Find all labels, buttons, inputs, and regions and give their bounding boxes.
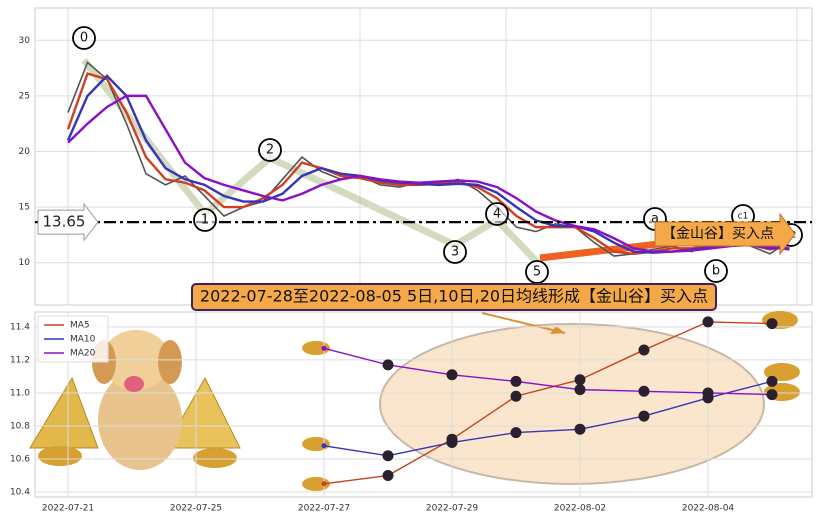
x-tick-label: 2022-08-04 [682,504,735,514]
point [321,443,327,449]
pivot-label: a [651,212,659,227]
pivot-label: 5 [533,265,541,280]
support-tag [37,202,99,242]
point [574,374,586,386]
point [510,375,522,387]
pivot-label: 0 [80,31,88,46]
y-tick-label: 30 [19,36,31,46]
highlight-ellipse [379,323,765,485]
banner-box [191,283,717,311]
series-line [323,380,773,457]
point [510,390,522,402]
pivot-circle [193,208,217,232]
pivot-label: 2 [266,143,274,158]
pivot-label: 3 [451,245,459,260]
point [382,470,394,482]
y-tick-label: 11.4 [10,322,30,332]
y-tick-label: 11.0 [10,388,30,398]
point [321,481,327,487]
point [574,423,586,435]
point [766,318,778,330]
top-panel [34,7,813,306]
y-tick-label: 10 [19,258,31,268]
y-tick-label: 10.4 [10,488,30,498]
pivot-circle [258,138,282,162]
support-label: 13.65 [43,213,86,231]
point [702,387,714,399]
point [382,359,394,371]
legend-label: MA10 [70,335,96,345]
point [321,345,327,351]
point [766,389,778,401]
pivot-circle [704,259,728,283]
y-tick-label: 20 [19,147,31,157]
y-tick-label: 11.2 [10,355,30,365]
series-line [67,94,790,253]
y-tick-label: 10.6 [10,455,30,465]
point [766,375,778,387]
pivot-circle [485,202,509,226]
pivot-label: 4 [493,207,501,222]
point [446,369,458,381]
point [702,316,714,328]
point [638,385,650,397]
y-tick-label: 25 [19,91,30,101]
pivot-label: 1 [201,213,209,228]
pivot-label: c1 [738,212,749,222]
callout-box [654,212,796,256]
point [382,450,394,462]
point [638,410,650,422]
legend-label: MA5 [70,321,90,331]
x-tick-label: 2022-07-27 [298,504,350,514]
point [574,384,586,396]
series-line [323,347,773,396]
pivot-circle [72,26,96,50]
banner-title: 2022-07-28至2022-08-05 5日,10日,20日均线形成【金山谷… [200,287,708,306]
legend-label: MA20 [70,349,96,359]
series-line [323,321,773,485]
y-tick-label: 10.8 [10,421,30,431]
pivot-circle [443,240,467,264]
top-vertical-grid [67,8,798,305]
point [638,344,650,356]
pivot-label: b [712,264,720,279]
point [510,427,522,439]
x-tick-label: 2022-07-29 [426,504,479,514]
x-tick-label: 2022-07-21 [42,504,94,514]
x-tick-label: 2022-07-25 [170,504,222,514]
point [446,436,458,448]
y-tick-label: 15 [19,203,30,213]
x-tick-label: 2022-08-02 [554,504,606,514]
callout-label: 【金山谷】买入点 [662,226,774,242]
